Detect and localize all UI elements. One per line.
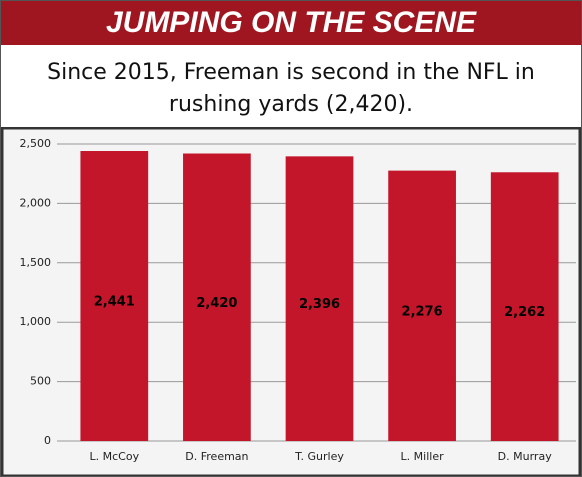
value-label: 2,262 bbox=[504, 305, 545, 320]
y-tick-label: 2,000 bbox=[20, 196, 52, 209]
x-tick-label: D. Murray bbox=[498, 450, 553, 463]
x-tick-label: L. McCoy bbox=[90, 450, 140, 463]
y-tick-label: 1,500 bbox=[20, 256, 52, 269]
y-tick-label: 500 bbox=[30, 375, 51, 388]
chart-title: JUMPING ON THE SCENE bbox=[1, 1, 581, 45]
value-label: 2,276 bbox=[402, 304, 443, 319]
bar bbox=[285, 156, 354, 441]
x-tick-label: D. Freeman bbox=[185, 450, 248, 463]
chart: 0 500 1,000 1,500 2,000 2,500 L. McCoy 2,441 D. … bbox=[1, 127, 581, 476]
value-label: 2,396 bbox=[299, 297, 340, 312]
bar bbox=[388, 170, 456, 441]
y-tick-label: 2,500 bbox=[20, 137, 52, 150]
x-tick-label: T. Gurley bbox=[294, 450, 344, 463]
bar bbox=[183, 153, 251, 441]
y-tick-label: 0 bbox=[44, 434, 51, 447]
value-label: 2,420 bbox=[196, 296, 237, 311]
bar bbox=[490, 172, 559, 441]
chart-subtitle: Since 2015, Freeman is second in the NFL… bbox=[47, 60, 535, 117]
bar bbox=[80, 151, 149, 441]
y-tick-label: 1,000 bbox=[20, 315, 52, 328]
value-label: 2,441 bbox=[94, 295, 135, 310]
x-tick-label: L. Miller bbox=[401, 450, 445, 463]
